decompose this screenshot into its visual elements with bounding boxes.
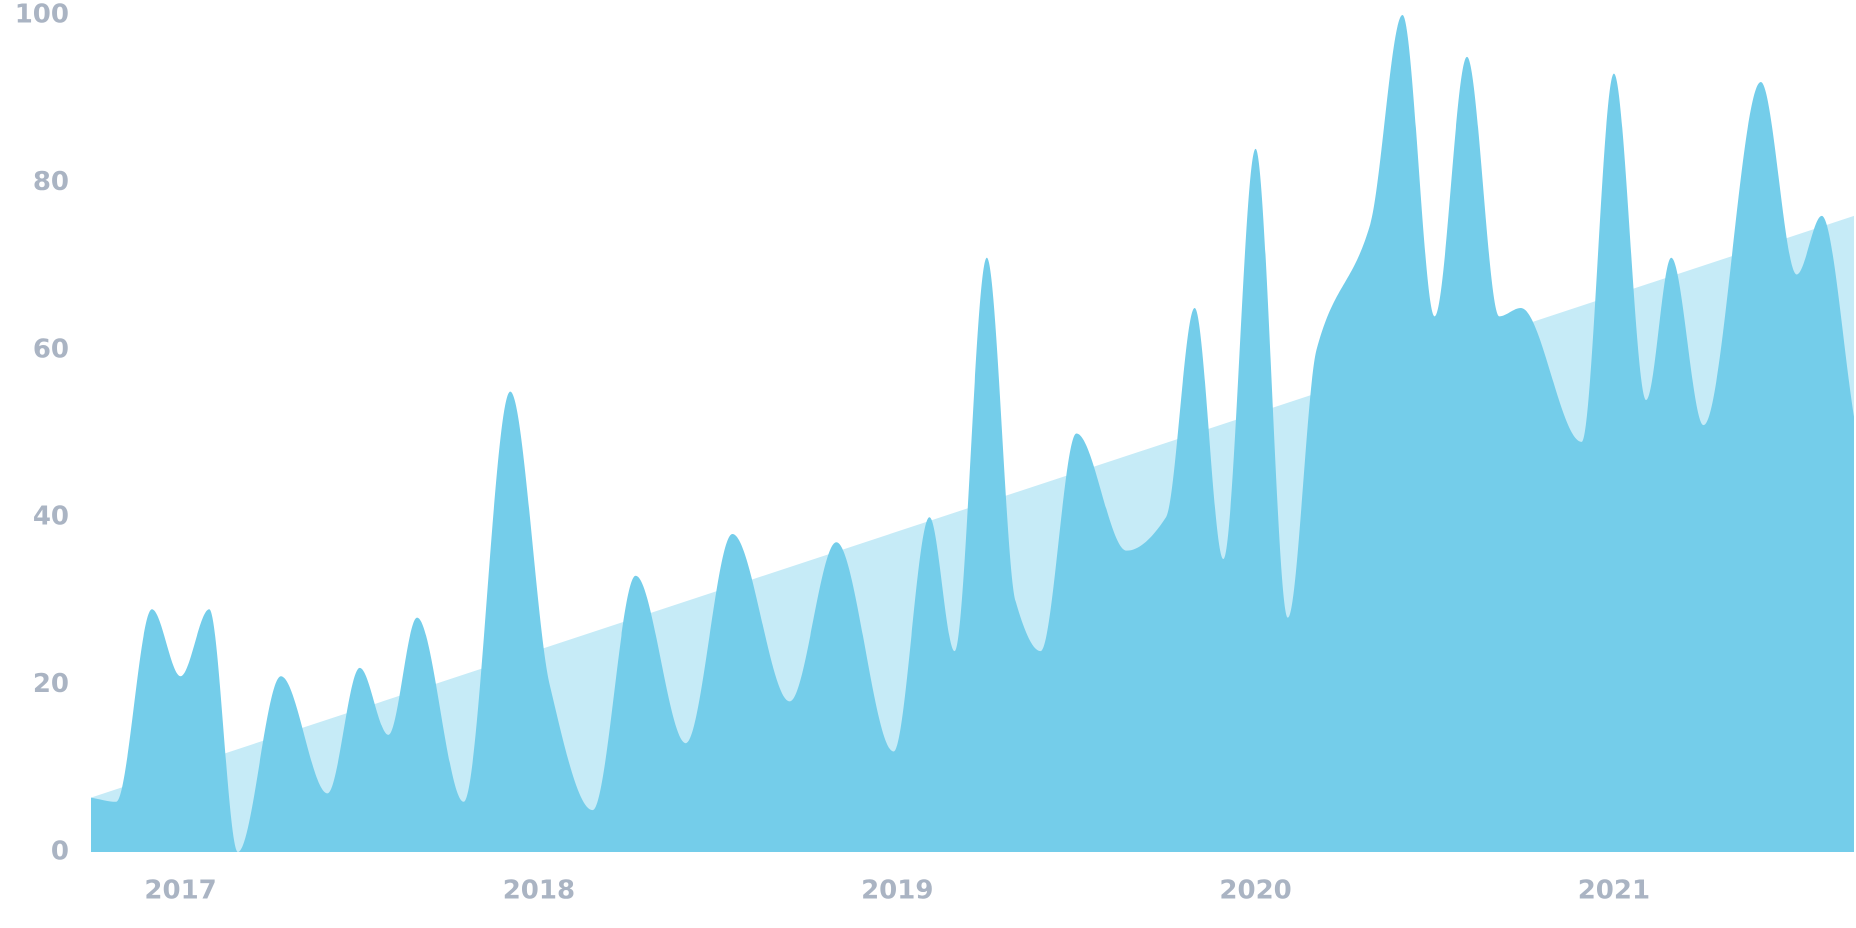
x-tick-label: 2017 — [144, 876, 216, 906]
y-tick-label: 0 — [51, 837, 69, 867]
x-tick-label: 2021 — [1578, 876, 1650, 906]
y-tick-label: 100 — [15, 0, 69, 30]
y-tick-label: 40 — [33, 502, 69, 532]
x-tick-label: 2019 — [861, 876, 933, 906]
y-tick-label: 80 — [33, 167, 69, 197]
area — [91, 15, 1854, 852]
x-tick-label: 2018 — [503, 876, 575, 906]
x-tick-label: 2020 — [1219, 876, 1291, 906]
y-tick-label: 20 — [33, 669, 69, 699]
y-tick-label: 60 — [33, 334, 69, 364]
